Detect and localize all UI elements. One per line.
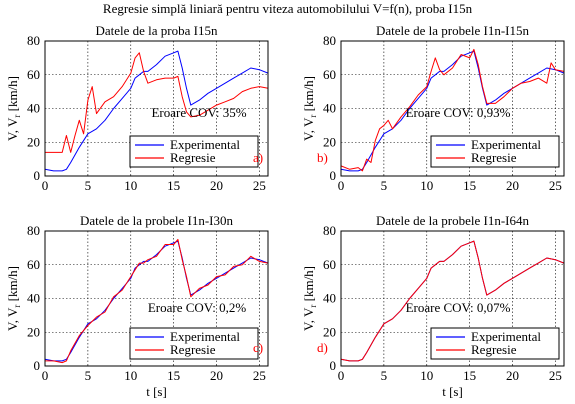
y-tick-label: 20 <box>323 324 336 339</box>
panel-label: a) <box>253 150 263 165</box>
x-tick-label: 0 <box>42 178 49 193</box>
axes-frame <box>44 40 269 177</box>
x-tick-label: 25 <box>549 178 562 193</box>
cov-error-annotation: Eroare COV: 0,93% <box>406 105 511 120</box>
y-axis-label: V, Vr [km/h] <box>5 76 22 141</box>
y-tick-label: 60 <box>323 67 336 82</box>
legend-entry: Regresie <box>471 342 517 357</box>
x-tick-label: 25 <box>549 368 562 383</box>
y-tick-label: 40 <box>27 291 40 306</box>
series-line-regresie <box>45 238 269 364</box>
series-line-regresie <box>45 52 269 153</box>
y-tick-label: 60 <box>323 257 336 272</box>
series-line-experimental <box>44 50 269 172</box>
legend-entry: Experimental <box>170 329 240 344</box>
series-line-regresie <box>340 48 565 172</box>
x-tick-label: 5 <box>381 368 388 383</box>
x-tick-label: 15 <box>167 368 180 383</box>
x-tick-label: 10 <box>420 368 433 383</box>
x-tick-label: 15 <box>167 178 180 193</box>
x-tick-label: 20 <box>506 178 519 193</box>
y-axis-label: V, Vr [km/h] <box>301 266 318 331</box>
cov-error-annotation: Eroare COV: 35% <box>151 105 246 120</box>
axes-frame <box>340 40 565 177</box>
x-tick-label: 0 <box>42 368 49 383</box>
legend-entry: Regresie <box>170 150 216 165</box>
legend-box <box>430 135 560 168</box>
subplot-title: Datele de la probele I1n-I30n <box>80 213 234 228</box>
x-tick-label: 20 <box>210 368 223 383</box>
legend-entry: Experimental <box>471 329 541 344</box>
x-tick-label: 5 <box>381 178 388 193</box>
x-tick-label: 20 <box>506 368 519 383</box>
chart-panel-3: 0 5 10 15 20 25 0 20 40 60 80 Datele de la probele … <box>5 213 269 399</box>
panel-label: d) <box>317 340 328 355</box>
legend-box <box>129 135 259 168</box>
y-tick-label: 20 <box>323 134 336 149</box>
y-axis-label: V, Vr [km/h] <box>5 266 22 331</box>
axes-frame <box>44 230 269 367</box>
subplot-title: Datele de la probele I1n-I15n <box>376 23 530 38</box>
legend-box <box>430 327 560 360</box>
x-tick-label: 10 <box>124 178 137 193</box>
x-tick-label: 10 <box>420 178 433 193</box>
x-tick-label: 0 <box>338 178 345 193</box>
series-line-regresie <box>340 240 565 362</box>
chart-panel-1: 0 5 10 15 20 25 0 20 40 60 80 Datele de la proba I1… <box>5 23 269 193</box>
y-tick-label: 20 <box>27 324 40 339</box>
legend-entry: Experimental <box>170 137 240 152</box>
legend-entry: Regresie <box>471 150 517 165</box>
x-tick-label: 25 <box>253 178 266 193</box>
y-tick-label: 20 <box>27 134 40 149</box>
x-tick-label: 15 <box>463 368 476 383</box>
subplot-title: Datele de la proba I15n <box>95 23 218 38</box>
y-tick-label: 0 <box>330 358 337 373</box>
cov-error-annotation: Eroare COV: 0,2% <box>148 300 246 315</box>
panel-label: c) <box>253 340 263 355</box>
x-tick-label: 10 <box>124 368 137 383</box>
x-tick-label: 5 <box>85 368 92 383</box>
x-tick-label: 25 <box>253 368 266 383</box>
chart-panel-4: 0 5 10 15 20 25 0 20 40 60 80 Datele de la probele … <box>301 213 565 399</box>
cov-error-annotation: Eroare COV: 0,07% <box>406 300 511 315</box>
x-tick-label: 0 <box>338 368 345 383</box>
y-tick-label: 60 <box>27 67 40 82</box>
chart-panel-2: 0 5 10 15 20 25 0 20 40 60 80 Datele de la probele … <box>301 23 565 193</box>
panel-label: b) <box>317 150 328 165</box>
x-tick-label: 5 <box>85 178 92 193</box>
y-tick-label: 80 <box>27 223 40 238</box>
y-tick-label: 0 <box>330 168 337 183</box>
axes-frame <box>340 230 565 367</box>
y-tick-label: 80 <box>323 223 336 238</box>
y-tick-label: 40 <box>27 101 40 116</box>
y-tick-label: 0 <box>34 168 41 183</box>
legend-entry: Regresie <box>170 342 216 357</box>
x-tick-label: 15 <box>463 178 476 193</box>
legend-box <box>129 327 259 360</box>
y-tick-label: 40 <box>323 101 336 116</box>
y-axis-label: V, Vr [km/h] <box>301 76 318 141</box>
x-tick-label: 20 <box>210 178 223 193</box>
y-tick-label: 80 <box>27 33 40 48</box>
x-axis-label: t [s] <box>442 384 463 399</box>
y-tick-label: 60 <box>27 257 40 272</box>
x-axis-label: t [s] <box>146 384 167 399</box>
legend-entry: Experimental <box>471 137 541 152</box>
figure-title: Regresie simplă liniară pentru viteza au… <box>102 1 473 16</box>
y-tick-label: 80 <box>323 33 336 48</box>
y-tick-label: 0 <box>34 358 41 373</box>
y-tick-label: 40 <box>323 291 336 306</box>
subplot-title: Datele de la probele I1n-I64n <box>376 213 530 228</box>
